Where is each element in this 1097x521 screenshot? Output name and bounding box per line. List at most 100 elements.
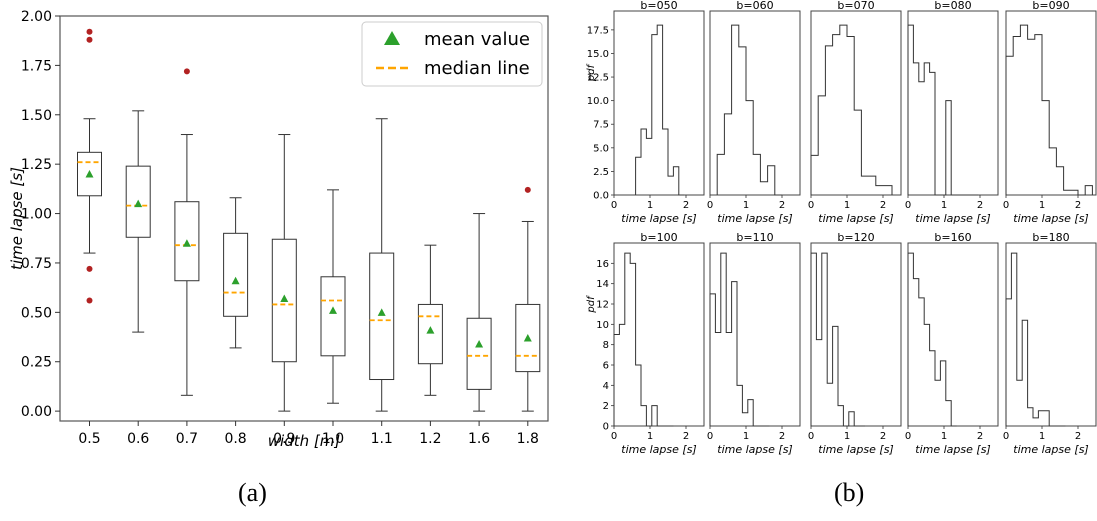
legend-a: mean value median line [361,21,543,87]
legend-mean-marker [384,31,400,45]
hist-x-tick-label: 1 [941,431,947,442]
x-tick-label: 1.1 [371,431,393,447]
outlier-point [86,36,93,43]
hist-x-tick-label: 1 [844,431,850,442]
hist-title: b=060 [736,0,773,12]
x-tick-label: 0.9 [273,431,295,447]
hist-y-tick-label: 17.5 [587,25,609,36]
y-tick-label: 2.00 [21,9,52,25]
hist-x-tick-label: 1 [647,200,653,211]
hist-x-axis-label: time lapse [s] [1013,212,1088,225]
hist-x-axis-label: time lapse [s] [717,212,792,225]
hist-title: b=100 [640,231,677,244]
mean-marker [231,276,240,285]
hist-frame [613,242,705,427]
mean-marker [182,239,191,247]
hist-title: b=050 [640,0,677,12]
outlier-point [524,186,531,193]
hist-y-tick-label: 12.5 [587,73,609,84]
hist-y-tick-label: 14 [596,279,609,290]
hist-x-axis-label: time lapse [s] [621,212,696,225]
y-tick-label: 0.25 [21,355,52,371]
hist-x-tick-label: 2 [977,200,983,211]
hist-x-tick-label: 0 [1003,200,1009,211]
y-tick-label: 0.00 [21,404,52,420]
mean-marker [426,326,435,334]
hist-y-tick-label: 6 [603,361,609,372]
outlier-point [86,297,93,304]
hist-x-axis-label: time lapse [s] [717,443,792,456]
box-1.1 [369,118,395,412]
hist-x-tick-label: 1 [1039,200,1045,211]
hist-y-tick-label: 4 [603,381,609,392]
hist-x-tick-label: 1 [743,200,749,211]
y-tick-label: 1.75 [21,58,52,74]
hist-title: b=180 [1032,231,1069,244]
y-axis-label: time lapse [s] [8,167,26,270]
outlier-point [183,68,190,75]
legend-box [361,21,543,87]
box-1.6 [466,213,492,412]
hist-y-tick-label: 2.5 [593,167,609,178]
hist-title: b=080 [934,0,971,12]
hist-title: b=070 [837,0,874,12]
hist-y-tick-label: 8 [603,340,609,351]
box-1.0 [320,189,346,404]
hist-x-tick-label: 1 [844,200,850,211]
box-iqr [223,232,249,317]
x-tick-label: 0.8 [224,431,246,447]
hist-step-line [709,252,770,427]
hist-y-axis-label: pdf [586,295,597,314]
mean-marker [377,308,386,316]
legend-label: median line [424,58,530,79]
box-iqr [417,303,443,365]
hist-x-tick-label: 0 [808,200,814,211]
hist-x-tick-label: 1 [1039,431,1045,442]
hist-x-tick-label: 0 [905,431,911,442]
hist-y-tick-label: 10.0 [587,96,609,107]
hist-x-axis-label: time lapse [s] [915,212,990,225]
box-iqr [369,252,395,381]
box-0.8 [223,197,249,349]
hist-step-line [907,252,957,427]
hist-title: b=120 [837,231,874,244]
panel-b-caption: (b) [834,478,865,507]
mean-marker [475,339,484,348]
hist-y-axis-label: pdf [586,63,597,82]
x-tick-label: 1.8 [517,431,539,447]
y-tick-label: 0.75 [21,256,52,272]
mean-marker [329,306,337,314]
hist-x-tick-label: 0 [1003,431,1009,442]
panel-a-caption: (a) [238,478,267,507]
hist-x-axis-label: time lapse [s] [1013,443,1088,456]
hist-x-tick-label: 2 [683,200,689,211]
hist-y-tick-label: 2 [603,401,609,412]
hist-y-tick-label: 16 [596,259,609,270]
box-iqr [320,276,346,357]
hist-x-tick-label: 2 [1075,200,1081,211]
x-tick-label: 0.7 [176,431,198,447]
x-tick-label: 1.2 [419,431,441,447]
hist-frame [810,242,902,427]
hist-x-tick-label: 0 [611,431,617,442]
y-tick-label: 1.25 [21,157,52,173]
x-axis-label: width [m] [268,432,341,450]
hist-y-tick-label: 12 [596,300,609,311]
hist-step-line [907,24,979,196]
hist-x-axis-label: time lapse [s] [818,212,893,225]
hist-frame [907,10,999,196]
hist-title: b=090 [1032,0,1069,12]
x-tick-label: 0.5 [78,431,100,447]
box-0.9 [271,134,297,412]
outlier-point [86,28,93,35]
hist-frame [810,10,902,196]
hist-y-tick-label: 5.0 [593,143,609,154]
